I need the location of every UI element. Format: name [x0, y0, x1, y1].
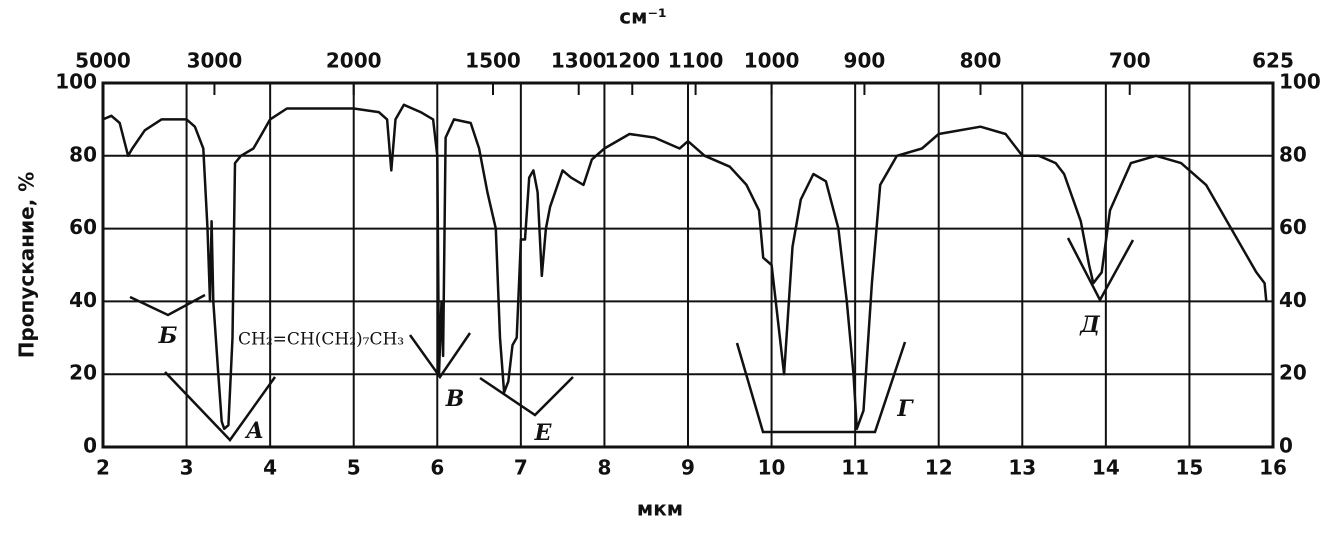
y-tick-label: 20	[69, 361, 97, 385]
band-marker	[129, 293, 206, 317]
x2-tick-label: 1200	[604, 49, 660, 73]
band-marker	[735, 341, 907, 434]
y2-tick-label: 20	[1279, 361, 1307, 385]
x-tick-label: 10	[758, 456, 786, 480]
x2-tick-label: 2000	[326, 49, 382, 73]
x-tick-label: 15	[1176, 456, 1204, 480]
x-tick-label: 3	[180, 456, 194, 480]
spectrum-line	[102, 103, 1268, 431]
annotation: Д	[1079, 312, 1100, 338]
x-axis-label: мкм	[637, 497, 683, 521]
y-tick-label: 100	[55, 70, 97, 94]
y2-tick-label: 40	[1279, 288, 1307, 312]
x2-tick-label: 625	[1252, 49, 1294, 73]
x2-tick-label: 1100	[668, 49, 724, 73]
x-tick-label: 12	[925, 456, 953, 480]
band-marker	[408, 332, 472, 380]
y-tick-label: 60	[69, 215, 97, 239]
x2-tick-label: 900	[844, 49, 886, 73]
y2-tick-label: 80	[1279, 142, 1307, 166]
y2-tick-label: 60	[1279, 215, 1307, 239]
annotation: А	[244, 418, 264, 444]
x-tick-label: 8	[597, 456, 611, 480]
x-tick-label: 2	[96, 456, 110, 480]
x2-tick-label: 1500	[465, 49, 521, 73]
x2-tick-label: 1300	[551, 49, 607, 73]
x-tick-label: 6	[430, 456, 444, 480]
x2-tick-label: 3000	[187, 49, 243, 73]
annotation: Е	[534, 420, 553, 446]
formula: CH₂=CH(CH₂)₇CH₃	[238, 330, 404, 350]
annotation: Г	[896, 396, 914, 422]
x-tick-label: 13	[1008, 456, 1036, 480]
x-tick-label: 9	[681, 456, 695, 480]
x-tick-label: 7	[514, 456, 528, 480]
band-marker	[479, 376, 574, 417]
x-tick-label: 5	[347, 456, 361, 480]
y2-tick-label: 100	[1279, 70, 1321, 94]
y-tick-label: 0	[83, 434, 97, 458]
x-tick-label: 14	[1092, 456, 1120, 480]
y-axis-label: Пропускание, %	[15, 172, 39, 359]
x2-tick-label: 1000	[744, 49, 800, 73]
x2-tick-label: 700	[1109, 49, 1151, 73]
x-tick-label: 16	[1259, 456, 1287, 480]
x-tick-label: 11	[841, 456, 869, 480]
x-tick-label: 4	[263, 456, 277, 480]
annotation: В	[445, 386, 465, 412]
x2-axis-label: см⁻¹	[619, 5, 667, 29]
band-marker	[1066, 237, 1135, 303]
y-tick-label: 80	[69, 142, 97, 166]
annotation: Б	[158, 323, 178, 349]
y2-tick-label: 0	[1279, 434, 1293, 458]
x2-tick-label: 5000	[75, 49, 131, 73]
x2-tick-label: 800	[960, 49, 1002, 73]
y-tick-label: 40	[69, 288, 97, 312]
